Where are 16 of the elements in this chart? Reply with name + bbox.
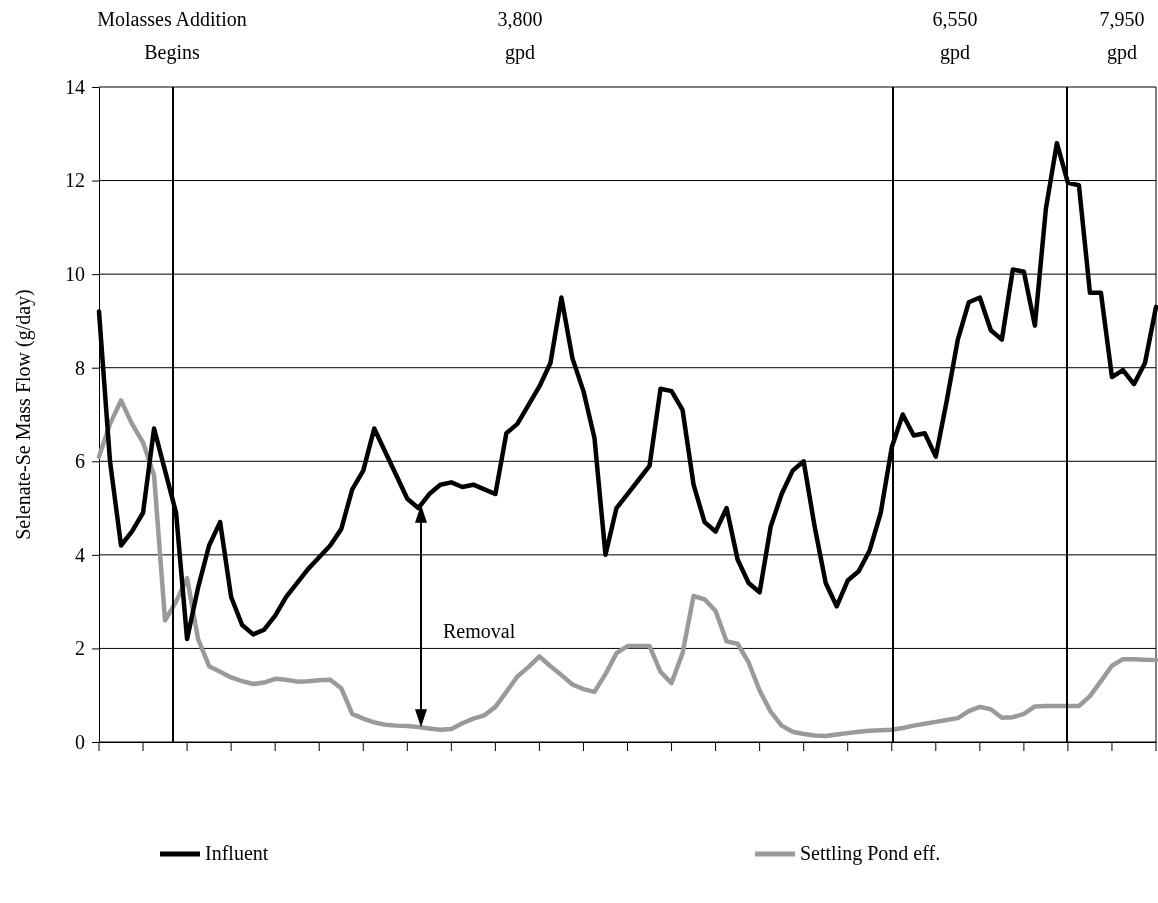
y-tick-label: 2: [75, 637, 85, 660]
y-axis-title: Selenate-Se Mass Flow (g/day): [12, 289, 35, 540]
y-tick-label: 14: [65, 75, 85, 98]
text: 7,950 gpd: [1099, 8, 1145, 64]
y-tick-label: 12: [65, 169, 85, 192]
text: 6,550 gpd: [932, 8, 978, 64]
y-tick-label: 8: [75, 356, 85, 379]
legend-label: Influent: [205, 842, 269, 864]
text: 3,800 gpd: [497, 8, 543, 64]
y-tick-label: 4: [75, 543, 85, 566]
legend-label: Settling Pond eff.: [800, 842, 941, 865]
y-tick-label: 0: [75, 730, 85, 753]
y-tick-label: 10: [65, 263, 85, 286]
text: Molasses Addition Begins: [97, 8, 247, 64]
annotation: Removal: [443, 620, 516, 642]
y-tick-label: 6: [75, 450, 85, 473]
